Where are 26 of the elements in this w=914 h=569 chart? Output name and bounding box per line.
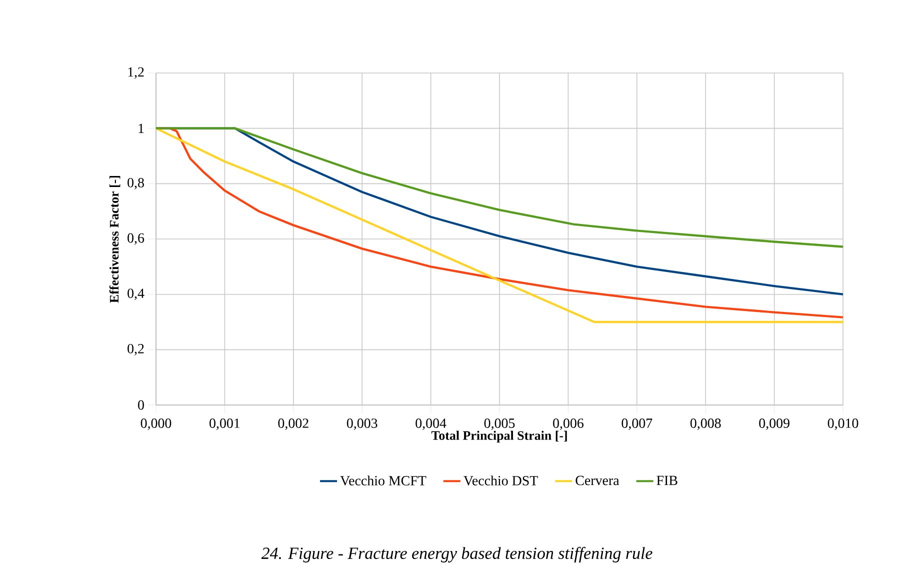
x-tick-label: 0,002 — [278, 418, 308, 430]
x-tick-label: 0,007 — [622, 418, 652, 430]
y-tick-label: 1 — [138, 124, 144, 133]
x-tick-label: 0,008 — [690, 418, 721, 430]
legend-label: Vecchio DST — [464, 476, 538, 486]
x-tick-label: 0,010 — [828, 418, 858, 430]
line-series — [156, 127, 844, 248]
y-tick-label: 0,2 — [128, 344, 144, 356]
y-tick-label: 0,4 — [128, 288, 144, 300]
x-tick-label: 0,005 — [484, 418, 515, 430]
x-tick-label: 0,009 — [759, 418, 790, 430]
x-tick-label: 0,000 — [140, 418, 172, 430]
x-tick-label: 0,003 — [346, 418, 378, 430]
y-tick-label: 0 — [138, 400, 144, 410]
x-tick-label: 0,001 — [210, 418, 240, 430]
x-axis-title: Total Principal Strain [-] — [431, 430, 567, 443]
legend-label: Cervera — [576, 476, 620, 486]
y-axis-title: Effectiveness Factor [-] — [109, 176, 120, 303]
legend-label: Vecchio MCFT — [340, 476, 426, 486]
x-tick-label: 0,004 — [416, 418, 446, 430]
x-tick-label: 0,006 — [553, 418, 584, 430]
y-tick-label: 0,8 — [128, 178, 144, 190]
text: 24. Figure - Fracture energy based tension stiffening rule — [261, 546, 652, 562]
y-tick-label: 0,6 — [128, 233, 144, 245]
y-tick-label: 1,2 — [128, 67, 144, 79]
legend-label: FIB — [656, 476, 678, 486]
